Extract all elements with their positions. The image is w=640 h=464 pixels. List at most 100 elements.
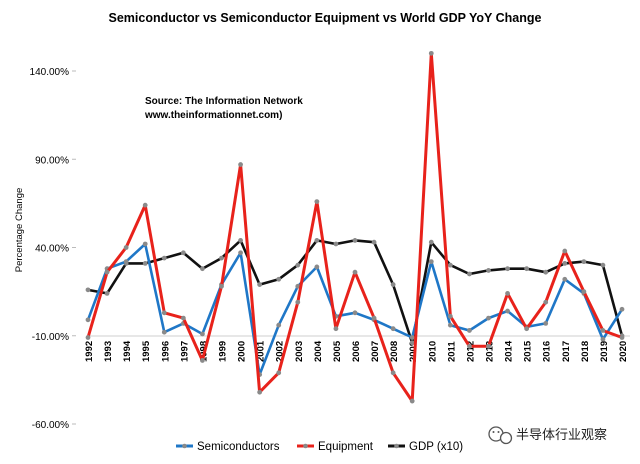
- data-point: [333, 326, 339, 332]
- data-point: [200, 266, 205, 272]
- legend-label: Equipment: [318, 441, 374, 453]
- data-point: [467, 271, 472, 277]
- data-point: [200, 331, 205, 337]
- source-line-1: Source: The Information Network: [145, 96, 303, 107]
- data-point: [486, 343, 491, 349]
- x-tick-label: 1996: [160, 341, 171, 362]
- data-point: [180, 315, 186, 321]
- data-point: [276, 322, 282, 328]
- data-point: [238, 162, 243, 167]
- data-point: [200, 358, 205, 363]
- chart-title: Semiconductor vs Semiconductor Equipment…: [109, 11, 542, 25]
- x-tick-label: 2007: [370, 341, 381, 362]
- data-point: [161, 329, 167, 335]
- legend-marker: [303, 443, 308, 449]
- data-point: [314, 238, 320, 243]
- data-point: [352, 269, 358, 275]
- series-equipment: [85, 50, 625, 404]
- data-point: [447, 322, 453, 328]
- x-tick-label: 2019: [599, 341, 610, 362]
- data-point: [390, 326, 396, 332]
- data-point: [371, 239, 377, 245]
- data-point: [409, 398, 415, 404]
- x-tick-label: 2006: [351, 341, 362, 362]
- y-tick-label: 140.00%: [30, 67, 70, 78]
- watermark-text: 半导体行业观察: [516, 428, 607, 443]
- data-point: [619, 335, 625, 340]
- x-tick-label: 2005: [332, 340, 343, 362]
- data-point: [447, 313, 453, 319]
- data-point: [238, 250, 243, 256]
- data-point: [161, 255, 167, 261]
- data-point: [142, 241, 148, 247]
- legend-marker: [394, 443, 399, 449]
- data-point: [276, 370, 282, 376]
- legend-label: Semiconductors: [197, 441, 280, 453]
- data-point: [390, 282, 396, 287]
- data-point: [600, 328, 606, 333]
- x-tick-label: 1992: [84, 341, 95, 362]
- data-point: [562, 248, 568, 254]
- x-tick-label: 2002: [275, 341, 286, 362]
- data-point: [333, 241, 339, 247]
- data-point: [505, 290, 510, 296]
- x-tick-label: 2011: [446, 341, 457, 362]
- x-tick-label: 2015: [523, 340, 534, 362]
- data-point: [219, 255, 224, 261]
- data-point: [524, 326, 530, 332]
- series-gdp-x10: [85, 238, 625, 346]
- x-tick-label: 2014: [504, 340, 515, 362]
- data-point: [409, 340, 415, 346]
- legend: Semiconductors Equipment GDP (x10): [176, 441, 463, 453]
- y-axis-ticks: 140.00% 90.00% 40.00% -10.00% -60.00%: [30, 67, 76, 431]
- data-point: [142, 260, 148, 266]
- data-point: [85, 317, 91, 323]
- data-point: [428, 50, 434, 56]
- y-tick-label: -10.00%: [32, 332, 69, 343]
- x-tick-label: 2000: [237, 341, 248, 362]
- data-point: [257, 282, 263, 287]
- data-point: [581, 259, 587, 265]
- y-tick-label: -60.00%: [32, 420, 69, 431]
- x-tick-label: 2012: [465, 341, 476, 362]
- data-point: [85, 335, 91, 340]
- x-axis-ticks: 1992 1993 1994 1995 1996 1997 1998 1999 2000 2001…: [84, 340, 629, 362]
- data-point: [352, 238, 358, 243]
- x-tick-label: 2003: [294, 341, 305, 362]
- data-point: [295, 262, 301, 268]
- data-point: [467, 343, 472, 349]
- data-point: [543, 320, 549, 326]
- data-point: [123, 245, 129, 250]
- x-tick-label: 2004: [313, 340, 324, 362]
- data-point: [314, 264, 320, 270]
- data-point: [371, 315, 377, 321]
- watermark: 半导体行业观察: [488, 426, 607, 445]
- data-point: [486, 268, 491, 273]
- data-point: [314, 199, 320, 205]
- data-point: [352, 310, 358, 316]
- legend-marker: [182, 443, 187, 449]
- data-point: [276, 276, 282, 282]
- y-tick-label: 90.00%: [35, 155, 69, 166]
- data-point: [295, 299, 301, 305]
- x-tick-label: 2008: [389, 341, 400, 362]
- data-point: [104, 269, 110, 275]
- data-point: [600, 262, 606, 268]
- x-tick-label: 1995: [141, 340, 152, 362]
- x-tick-label: 1994: [122, 340, 133, 362]
- data-point: [428, 259, 434, 265]
- data-point: [257, 389, 263, 395]
- legend-label: GDP (x10): [409, 441, 463, 453]
- data-point: [447, 262, 453, 268]
- series-layer: [85, 50, 625, 404]
- x-tick-label: 2017: [561, 341, 572, 362]
- data-point: [238, 238, 243, 243]
- data-point: [390, 370, 396, 376]
- data-point: [142, 202, 148, 208]
- data-point: [505, 308, 510, 314]
- x-tick-label: 2013: [485, 341, 496, 362]
- x-tick-label: 2001: [256, 340, 267, 362]
- data-point: [180, 250, 186, 256]
- data-point: [428, 239, 434, 245]
